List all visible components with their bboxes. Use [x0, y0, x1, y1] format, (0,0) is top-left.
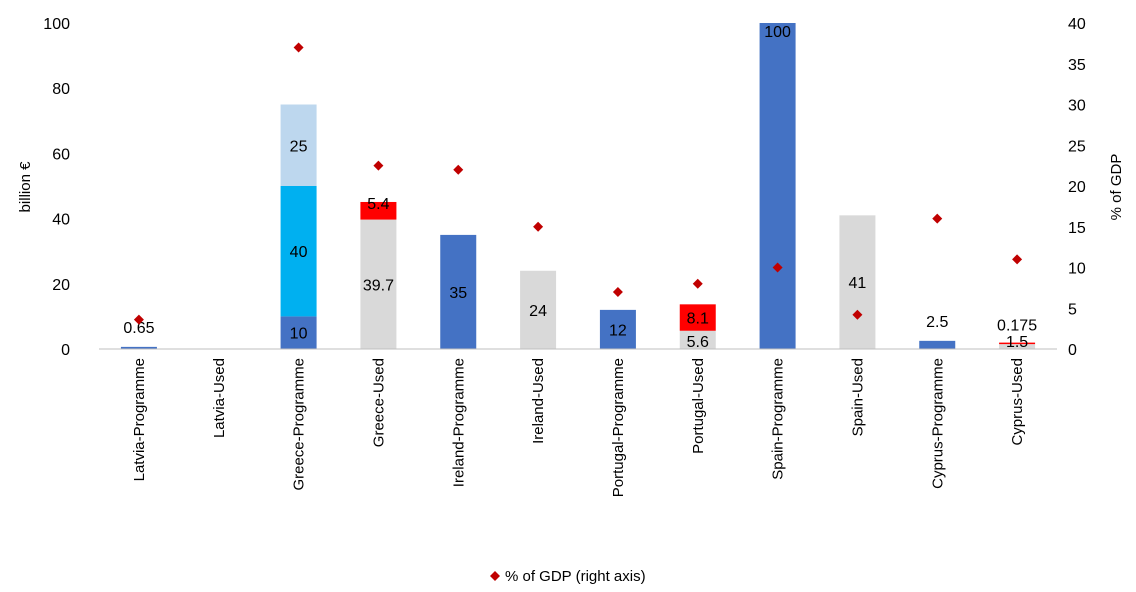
legend: % of GDP (right axis) — [490, 568, 646, 585]
x-category-label: Portugal-Programme — [610, 358, 627, 497]
bar-segment — [679, 304, 716, 331]
gdp-marker — [692, 278, 703, 289]
gdp-marker — [852, 309, 863, 320]
data-label: 12 — [609, 322, 627, 339]
data-label: 0.65 — [123, 320, 154, 337]
gdp-marker — [373, 160, 384, 171]
axes-layer: 0 20 40 60 80 100 0 5 10 15 20 25 30 35 40 Latvia-Progr… — [43, 16, 1086, 497]
x-category-label: Latvia-Programme — [131, 358, 148, 481]
y-tick-label: 0 — [61, 342, 70, 359]
bar-segment — [520, 270, 557, 349]
bar-segment — [440, 234, 477, 349]
x-category-label: Greece-Used — [370, 358, 387, 447]
data-label: 2.5 — [926, 314, 948, 331]
y2-tick-label: 35 — [1068, 57, 1086, 74]
x-category-label: Ireland-Programme — [450, 358, 467, 487]
y-tick-label: 20 — [52, 277, 70, 294]
y-tick-label: 100 — [43, 16, 70, 33]
gdp-marker — [453, 164, 464, 175]
gdp-marker — [1012, 254, 1023, 265]
y2-tick-label: 30 — [1068, 98, 1086, 115]
bar-segment — [759, 23, 796, 349]
bars-layer — [120, 23, 1036, 349]
bar-segment — [280, 104, 317, 186]
bar-segment — [360, 201, 397, 220]
x-category-label: Latvia-Used — [211, 358, 228, 438]
y2-tick-label: 15 — [1068, 220, 1086, 237]
gdp-marker — [932, 213, 943, 224]
data-label: 10 — [290, 326, 308, 343]
x-category-label: Spain-Programme — [770, 358, 787, 480]
gdp-marker — [772, 262, 783, 273]
data-label: 0.175 — [997, 318, 1037, 335]
y2-tick-label: 40 — [1068, 16, 1086, 33]
data-label: 39.7 — [363, 277, 394, 294]
legend-diamond-marker — [490, 571, 500, 581]
x-category-label: Ireland-Used — [530, 358, 547, 444]
bar-segment — [360, 219, 397, 349]
y2-tick-label: 20 — [1068, 179, 1086, 196]
y2-tick-label: 5 — [1068, 301, 1077, 318]
bar-segment — [999, 344, 1036, 349]
y2-tick-label: 0 — [1068, 342, 1077, 359]
bar-segment — [599, 309, 636, 349]
y-tick-label: 60 — [52, 146, 70, 163]
y2-tick-label: 10 — [1068, 261, 1086, 278]
data-label: 1.5 — [1006, 334, 1028, 351]
data-label: 24 — [529, 303, 547, 320]
bar-segment — [280, 316, 317, 349]
bar-segment — [999, 342, 1036, 345]
bar-segment — [679, 330, 716, 349]
gdp-marker — [293, 42, 304, 53]
bar-segment — [120, 346, 157, 349]
y-tick-label: 40 — [52, 212, 70, 229]
gdp-marker — [612, 286, 623, 297]
data-label: 35 — [449, 285, 467, 302]
data-label: 100 — [764, 24, 791, 41]
data-label: 40 — [290, 244, 308, 261]
gdp-marker — [133, 314, 144, 325]
y-tick-label: 80 — [52, 81, 70, 98]
data-label: 5.6 — [687, 334, 709, 351]
x-category-label: Spain-Used — [849, 358, 866, 436]
x-category-label: Greece-Programme — [291, 358, 308, 491]
bar-segment — [919, 340, 956, 349]
x-category-label: Cyprus-Used — [1009, 358, 1026, 446]
x-category-label: Portugal-Used — [690, 358, 707, 454]
data-label: 41 — [849, 275, 867, 292]
y2-tick-label: 25 — [1068, 138, 1086, 155]
markers-layer — [133, 42, 1023, 325]
data-label: 25 — [290, 138, 308, 155]
bar-labels-layer: 0.65 10 40 25 39.7 5.4 35 24 12 5.6 8.1 100 41 2.5 1.5… — [123, 24, 1037, 351]
y2-axis-title: % of GDP — [1108, 154, 1125, 221]
gdp-marker — [533, 221, 544, 232]
bar-segment — [839, 215, 876, 349]
x-category-label: Cyprus-Programme — [929, 358, 946, 489]
data-label: 8.1 — [687, 311, 709, 328]
data-label: 5.4 — [367, 196, 389, 213]
bar-segment — [280, 186, 317, 317]
y-axis-title: billion € — [17, 161, 34, 213]
legend-entry: % of GDP (right axis) — [505, 568, 646, 585]
